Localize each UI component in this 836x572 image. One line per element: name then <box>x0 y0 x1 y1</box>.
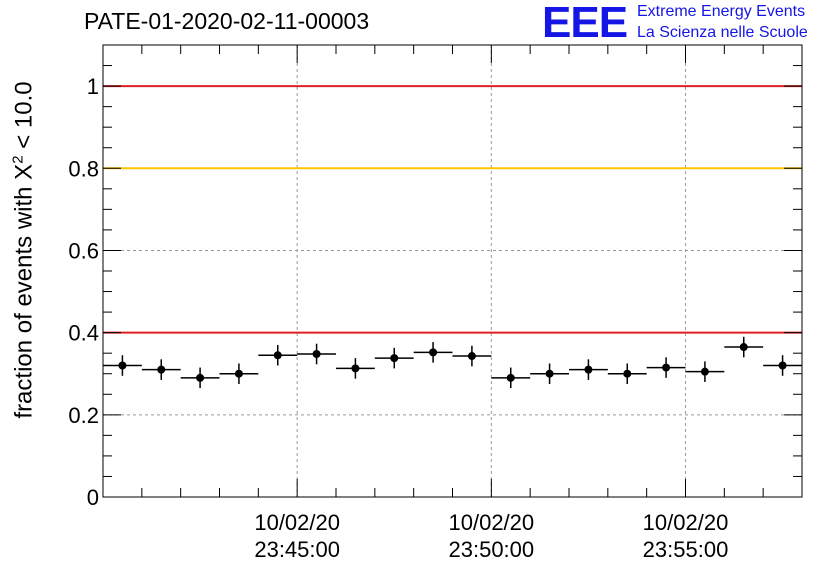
data-point <box>467 352 476 361</box>
y-tick-label: 0.4 <box>68 321 99 346</box>
data-point <box>234 369 243 378</box>
data-point <box>118 361 127 370</box>
data-point <box>429 348 438 357</box>
data-point <box>739 343 748 352</box>
y-tick-label: 0.2 <box>68 403 99 428</box>
data-point <box>196 373 205 382</box>
y-tick-label: 0.8 <box>68 156 99 181</box>
data-point <box>506 373 515 382</box>
data-point <box>390 354 399 363</box>
y-tick-label: 0 <box>87 485 99 510</box>
y-tick-label: 0.6 <box>68 238 99 263</box>
data-point <box>157 365 166 374</box>
data-point <box>545 369 554 378</box>
logo-text-line2: La Scienza nelle Scuole <box>637 24 808 41</box>
data-point <box>662 363 671 372</box>
x-tick-label-time: 23:55:00 <box>643 537 729 562</box>
data-point <box>623 369 632 378</box>
data-point <box>700 367 709 376</box>
chart-title: PATE-01-2020-02-11-00003 <box>84 8 370 34</box>
eee-logo: EEE <box>542 0 628 47</box>
x-tick-label-time: 23:50:00 <box>449 537 535 562</box>
plot-frame <box>102 44 803 498</box>
data-point <box>351 364 360 373</box>
x-tick-label-time: 23:45:00 <box>254 537 340 562</box>
data-point <box>273 351 282 360</box>
x-tick-label-date: 10/02/20 <box>449 510 535 535</box>
logo-text-line1: Extreme Energy Events <box>637 3 806 20</box>
x-tick-label-date: 10/02/20 <box>254 510 340 535</box>
data-point <box>312 350 321 359</box>
data-point <box>778 361 787 370</box>
x-tick-label-date: 10/02/20 <box>643 510 729 535</box>
data-point <box>584 365 593 374</box>
y-tick-label: 1 <box>87 74 99 99</box>
